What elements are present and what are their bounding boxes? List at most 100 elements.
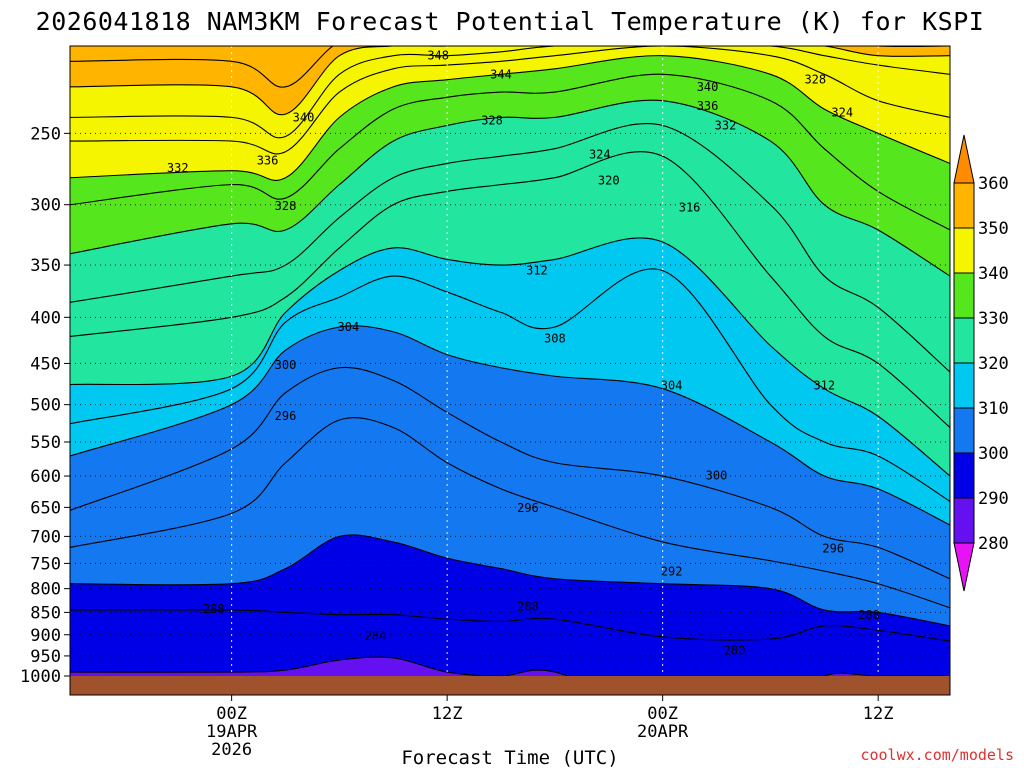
colorbar-label-340: 340 (978, 264, 1009, 284)
contour-label-296-24: 296 (822, 541, 844, 555)
y-tick-label-500: 500 (30, 396, 61, 416)
colorbar-cap-top (953, 134, 975, 184)
contour-label-300-20: 300 (275, 358, 297, 372)
contour-label-316-14: 316 (679, 200, 701, 214)
isentrope-308 (70, 268, 950, 502)
colorbar-label-300: 300 (978, 444, 1009, 464)
x-tick-label-0-3: 2026 (211, 740, 252, 760)
contour-label-300-21: 300 (706, 468, 728, 482)
y-tick-label-450: 450 (30, 354, 61, 374)
y-tick-label-800: 800 (30, 580, 61, 600)
isentrope-344 (70, 46, 950, 116)
isentrope-312 (70, 237, 950, 477)
contour-label-328-10: 328 (804, 73, 826, 87)
contour-label-308-17: 308 (544, 331, 566, 345)
contour-label-328-8: 328 (275, 199, 297, 213)
colorbar-label-360: 360 (978, 174, 1009, 194)
x-tick-label-2-1: 00Z (647, 704, 678, 724)
x-tick-label-2-2: 20APR (637, 722, 689, 742)
isentrope-296 (70, 417, 950, 609)
x-axis-title: Forecast Time (UTC) (401, 747, 618, 768)
x-tick-label-1-1: 12Z (432, 704, 463, 724)
colorbar-swatch-3 (953, 272, 975, 319)
contour-label-288-27: 288 (517, 599, 539, 613)
theta-band-348 (70, 46, 950, 87)
contour-label-336-4: 336 (697, 99, 719, 113)
contour-label-284-29: 284 (364, 629, 386, 643)
grid-lines (70, 46, 950, 676)
x-tick-label-0-1: 00Z (216, 704, 247, 724)
contour-label-312-15: 312 (526, 264, 548, 278)
contour-label-332-7: 332 (167, 161, 189, 175)
colorbar-label-280: 280 (978, 534, 1009, 554)
colorbar-label-290: 290 (978, 489, 1009, 509)
y-tick-label-550: 550 (30, 433, 61, 453)
x-tick-label-3-1: 12Z (863, 704, 894, 724)
contour-label-320-13: 320 (598, 173, 620, 187)
colorbar-swatch-6 (953, 407, 975, 454)
contour-label-288-28: 288 (858, 608, 880, 622)
isentrope-284 (70, 656, 950, 676)
y-tick-label-950: 950 (30, 647, 61, 667)
isentrope-328 (70, 73, 950, 231)
colorbar-cap-bottom (953, 542, 975, 592)
contour-label-348-0: 348 (427, 49, 449, 63)
contour-label-280-30: 280 (724, 644, 746, 658)
colorbar-label-320: 320 (978, 354, 1009, 374)
y-tick-label-900: 900 (30, 626, 61, 646)
isentrope-288 (70, 609, 950, 642)
colorbar-swatch-2 (953, 227, 975, 274)
x-axis-ticks: 00Z19APR202612Z00Z20APR12Z00Z21APR (206, 695, 894, 760)
y-tick-label-850: 850 (30, 603, 61, 623)
contour-label-336-6: 336 (257, 154, 279, 168)
contour-label-340-2: 340 (293, 110, 315, 124)
isentrope-324 (70, 99, 950, 277)
contour-label-288-26: 288 (203, 602, 225, 616)
y-tick-label-750: 750 (30, 554, 61, 574)
isentrope-332 (70, 55, 950, 181)
y-tick-label-350: 350 (30, 256, 61, 276)
contour-labels: 348 344 340 340 336 332 336 332 328 328 328 324 324 3… (167, 49, 880, 658)
isentrope-320 (70, 123, 950, 373)
contour-label-324-11: 324 (589, 148, 611, 162)
contour-label-324-12: 324 (831, 105, 853, 119)
contour-label-328-9: 328 (481, 114, 503, 128)
isentrope-348 (70, 46, 950, 88)
colorbar-swatch-8 (953, 497, 975, 544)
contour-label-344-1: 344 (490, 67, 512, 81)
credit-text: coolwx.com/models (860, 746, 1014, 764)
plot-frame (69, 45, 951, 696)
contour-label-332-5: 332 (715, 118, 737, 132)
y-tick-label-250: 250 (30, 124, 61, 144)
chart-title: 2026041818 NAM3KM Forecast Potential Tem… (36, 7, 985, 36)
colorbar-label-310: 310 (978, 399, 1009, 419)
ground-strip (70, 676, 950, 695)
y-tick-label-650: 650 (30, 498, 61, 518)
colorbar-swatch-7 (953, 452, 975, 499)
contour-label-312-16: 312 (813, 378, 835, 392)
contour-label-340-3: 340 (697, 80, 719, 94)
colorbar-swatch-4 (953, 317, 975, 364)
contour-label-296-22: 296 (275, 409, 297, 423)
x-tick-label-0-2: 19APR (206, 722, 258, 742)
colorbar-label-350: 350 (978, 219, 1009, 239)
y-tick-label-300: 300 (30, 196, 61, 216)
isentrope-336 (70, 46, 950, 155)
isentrope-292 (70, 534, 950, 627)
y-tick-label-700: 700 (30, 527, 61, 547)
colorbar-swatch-5 (953, 362, 975, 409)
colorbar-label-330: 330 (978, 309, 1009, 329)
contour-label-304-19: 304 (661, 378, 683, 392)
contour-label-296-23: 296 (517, 501, 539, 515)
isentrope-340 (70, 46, 950, 139)
contour-label-304-18: 304 (338, 320, 360, 334)
y-axis-ticks: 250 300 350 400 450 500 550 600 650 700 750 800 850 9… (20, 124, 70, 687)
y-tick-label-400: 400 (30, 308, 61, 328)
y-tick-label-600: 600 (30, 467, 61, 487)
isentrope-304 (70, 325, 950, 526)
isentrope-316 (70, 151, 950, 428)
colorbar-swatch-1 (953, 182, 975, 229)
y-tick-label-1000: 1000 (20, 667, 61, 687)
theta-color-fill (70, 46, 950, 676)
